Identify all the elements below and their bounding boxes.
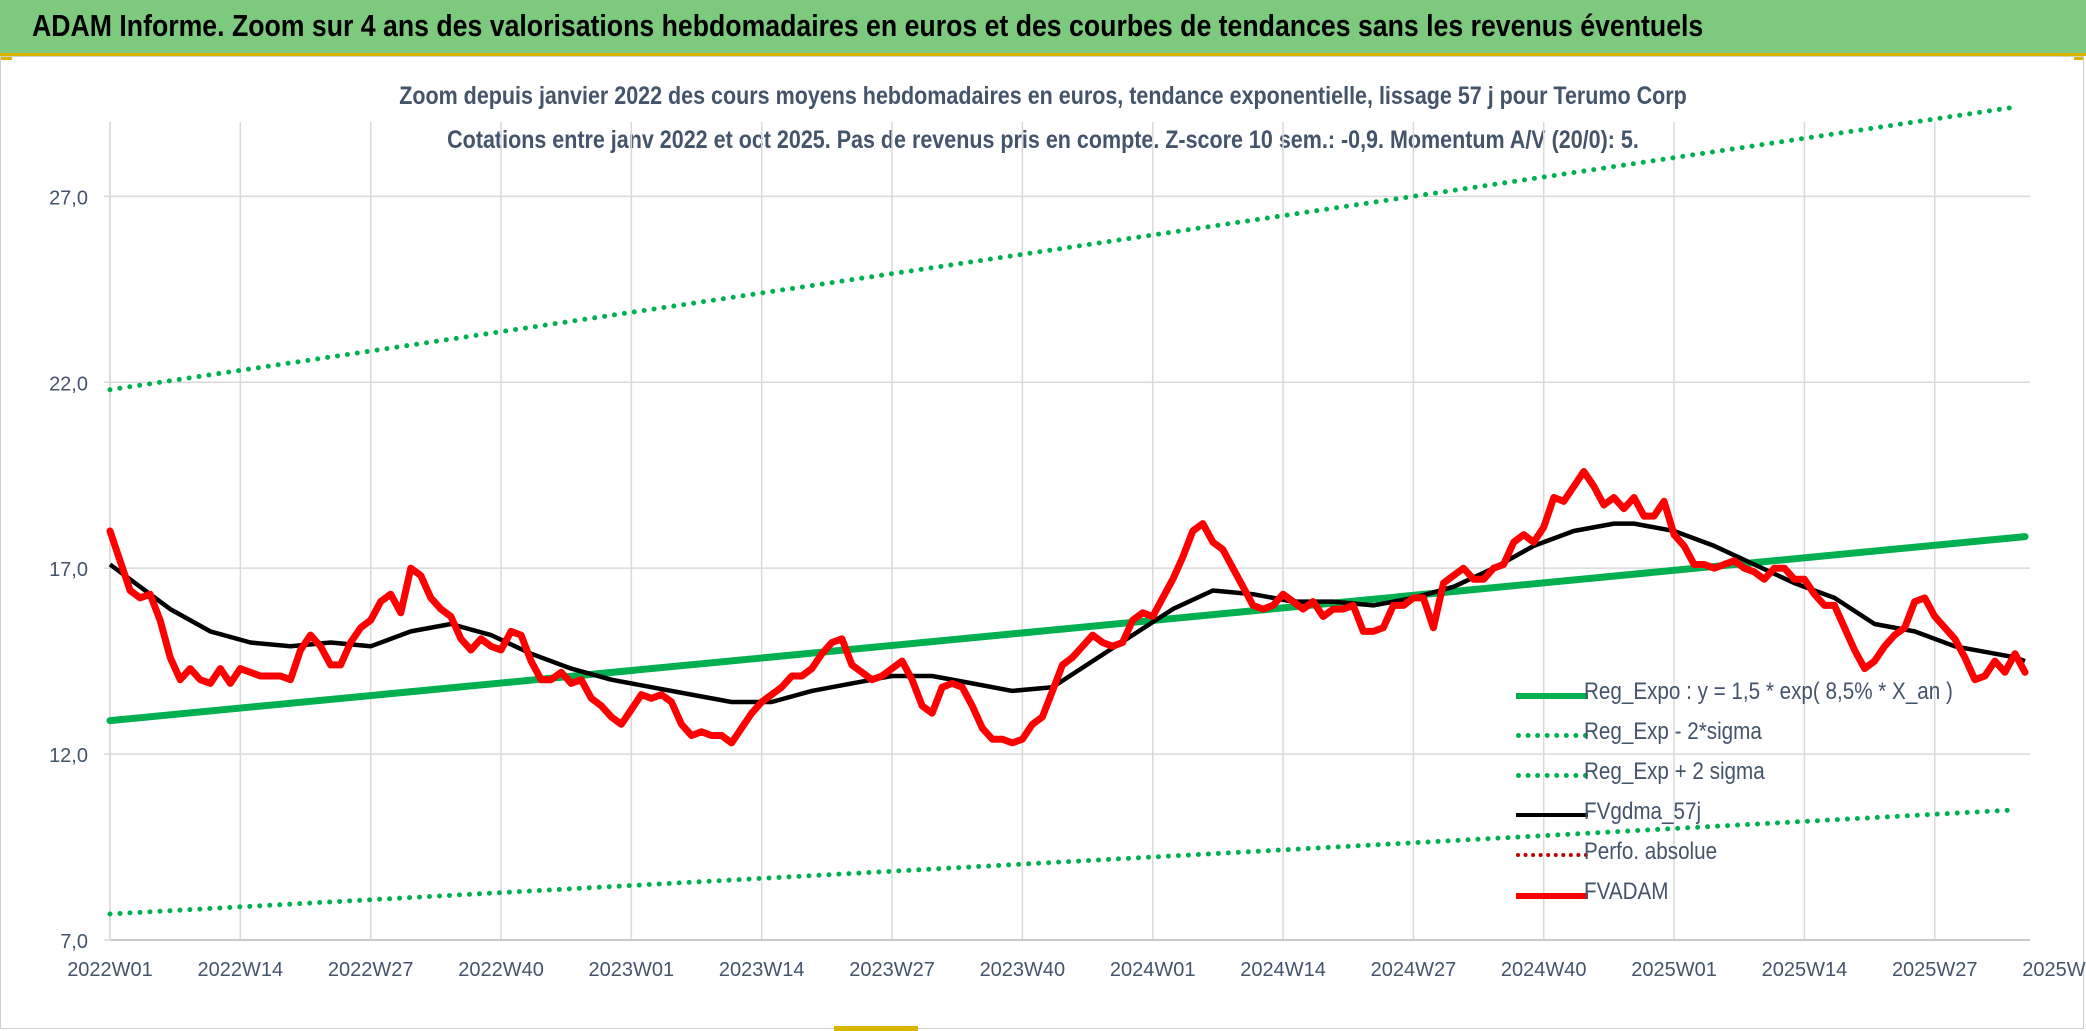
x-tick-label: 2025W01: [1631, 959, 1717, 981]
legend-label-reg-expo: Reg_Expo : y = 1,5 * exp( 8,5% * X_an ): [1584, 678, 1953, 705]
y-tick-label: 12,0: [49, 745, 88, 767]
y-tick-label: 22,0: [49, 373, 88, 395]
x-tick-label: 2023W01: [589, 959, 675, 981]
chart-title: Zoom depuis janvier 2022 des cours moyen…: [399, 82, 1687, 110]
series-line-fvadam: [106, 468, 2029, 747]
legend-swatch-perfo: [1516, 853, 1588, 857]
y-tick-label: 7,0: [60, 931, 88, 953]
x-tick-label: 2022W14: [198, 959, 284, 981]
series-line-reg-exp-2-sigma: [107, 104, 2018, 393]
left-accent: [0, 56, 12, 60]
report-title: ADAM Informe. Zoom sur 4 ans des valoris…: [32, 8, 1704, 43]
x-tick-label: 2022W27: [328, 959, 414, 981]
axis-labels: 7,0 12,0 17,0 22,0 27,0 2022W01 2022W14 2022W27…: [49, 187, 2086, 981]
x-tick-label: 2024W27: [1371, 959, 1457, 981]
series-line-reg-exp-2-sigma: [107, 807, 2018, 917]
bottom-accent: [834, 1026, 918, 1031]
legend-label-reg-exp-minus: Reg_Exp - 2*sigma: [1584, 718, 1762, 745]
series-layer: [106, 104, 2029, 917]
chart-legend: Reg_Expo : y = 1,5 * exp( 8,5% * X_an ) …: [1512, 678, 2032, 918]
right-accent: [2074, 56, 2084, 60]
legend-swatch-fvgdma: [1516, 813, 1588, 817]
legend-label-fvgdma: FVgdma_57j: [1584, 798, 1702, 825]
legend-item-reg-exp-minus: Reg_Exp - 2*sigma: [1512, 718, 2032, 752]
x-tick-label: 2024W01: [1110, 959, 1196, 981]
legend-swatch-reg-exp-minus: [1516, 733, 1588, 738]
x-tick-label: 2023W27: [849, 959, 935, 981]
legend-item-fvadam: FVADAM: [1512, 878, 2032, 912]
x-tick-label: 2025W40: [2022, 959, 2086, 981]
legend-swatch-fvadam: [1516, 893, 1588, 899]
y-tick-label: 27,0: [49, 187, 88, 209]
x-tick-label: 2024W14: [1240, 959, 1326, 981]
legend-item-fvgdma: FVgdma_57j: [1512, 798, 2032, 832]
chart-frame: [0, 56, 2084, 1029]
legend-label-perfo: Perfo. absolue: [1584, 838, 1718, 865]
x-tick-label: 2022W40: [458, 959, 544, 981]
x-tick-label: 2025W14: [1762, 959, 1848, 981]
report-banner: ADAM Informe. Zoom sur 4 ans des valoris…: [0, 0, 2086, 56]
x-tick-label: 2024W40: [1501, 959, 1587, 981]
x-tick-label: 2023W14: [719, 959, 805, 981]
x-tick-label: 2023W40: [980, 959, 1066, 981]
chart-subtitle: Cotations entre janv 2022 et oct 2025. P…: [447, 126, 1639, 154]
legend-item-reg-exp-plus: Reg_Exp + 2 sigma: [1512, 758, 2032, 792]
legend-label-fvadam: FVADAM: [1584, 878, 1669, 905]
x-tick-label: 2025W27: [1892, 959, 1978, 981]
legend-item-reg-expo: Reg_Expo : y = 1,5 * exp( 8,5% * X_an ): [1512, 678, 2032, 712]
x-tick-label: 2022W01: [67, 959, 153, 981]
legend-label-reg-exp-plus: Reg_Exp + 2 sigma: [1584, 758, 1765, 785]
legend-swatch-reg-exp-plus: [1516, 773, 1588, 778]
legend-swatch-reg-expo: [1516, 693, 1588, 699]
legend-item-perfo: Perfo. absolue: [1512, 838, 2032, 872]
grid-layer: [104, 122, 2030, 941]
y-tick-label: 17,0: [49, 559, 88, 581]
